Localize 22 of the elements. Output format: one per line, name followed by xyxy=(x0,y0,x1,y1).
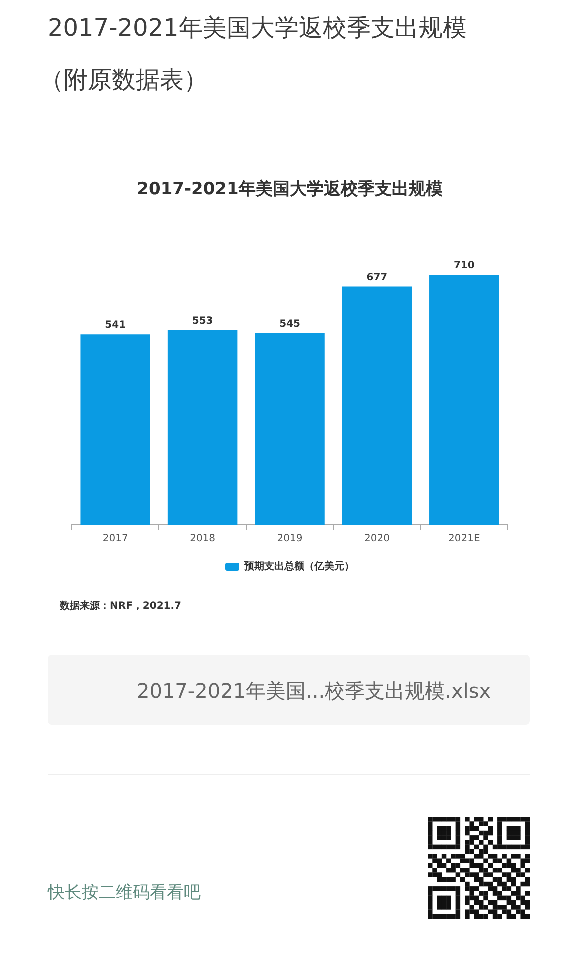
chart-title: 2017-2021年美国大学返校季支出规模 xyxy=(137,180,443,200)
x-tick-label: 2018 xyxy=(190,534,216,545)
x-tick-label: 2020 xyxy=(364,534,390,545)
text: （附原数据表） xyxy=(40,65,208,96)
x-tick-label: 2017 xyxy=(102,534,128,545)
text: 2017-2021年美国...校季支出规模.xlsx xyxy=(137,678,492,705)
data-label: 553 xyxy=(192,316,214,327)
bar xyxy=(342,286,412,525)
text: 快长按二维码看看吧 xyxy=(48,882,201,905)
data-label: 541 xyxy=(105,320,126,332)
data-label: 545 xyxy=(280,318,300,330)
data-label: 677 xyxy=(366,272,388,284)
bar xyxy=(80,334,150,525)
x-tick-label: 2021E xyxy=(448,534,480,545)
text: 2017-2021年美国大学返校季支出规模 xyxy=(48,13,467,44)
bar xyxy=(430,275,500,525)
bar xyxy=(255,333,325,525)
bar xyxy=(168,330,238,525)
x-tick-label: 2019 xyxy=(277,534,303,545)
legend-label: 预期支出总额（亿美元） xyxy=(244,560,354,573)
data-label: 710 xyxy=(454,260,475,272)
source-note: 数据来源：NRF，2021.7 xyxy=(60,600,182,614)
